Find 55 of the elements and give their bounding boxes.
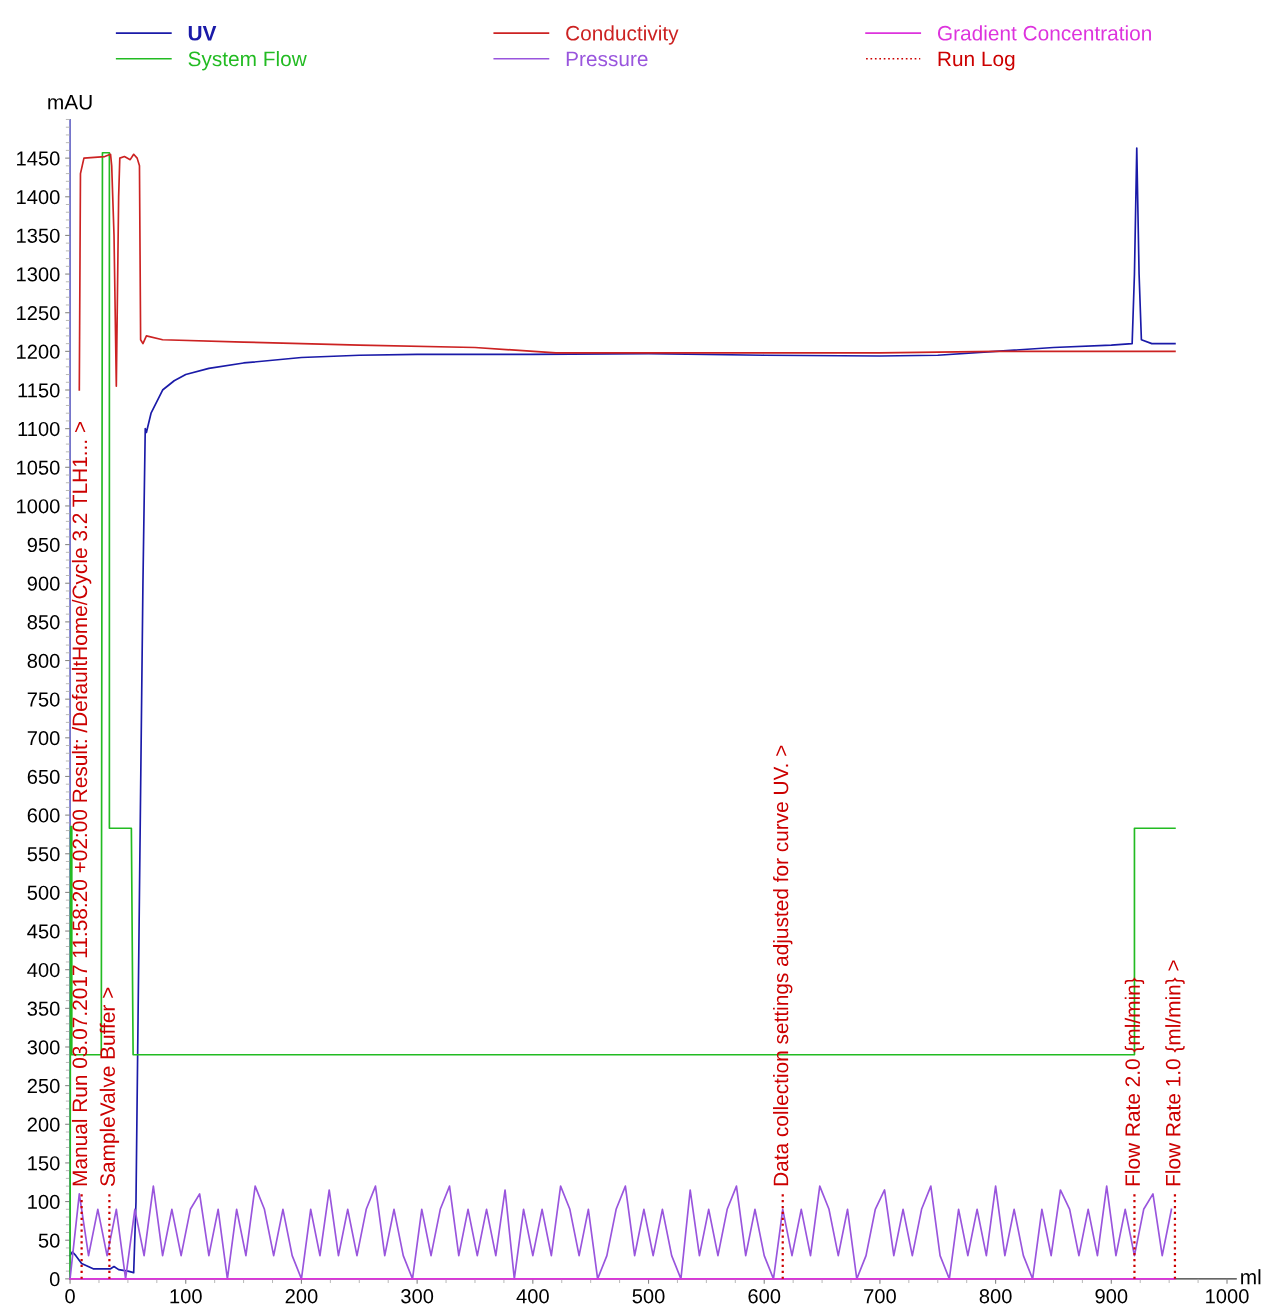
x-tick-label: 500 xyxy=(632,1289,665,1304)
y-tick-label: 350 xyxy=(27,1001,60,1016)
y-tick-label: 1450 xyxy=(17,151,60,166)
y-tick-label: 850 xyxy=(27,615,60,630)
x-tick-label: 300 xyxy=(401,1289,434,1304)
y-tick-label: 1300 xyxy=(17,267,60,282)
y-tick-label: 1000 xyxy=(17,499,60,514)
y-tick-label: 100 xyxy=(28,1194,60,1210)
y-tick-label: 300 xyxy=(27,1040,60,1055)
annotation: Manual Run 03.07.2017 11:58:20 +02:00 Result: /DefaultHome/Cycle 3.2 TLH1... > xyxy=(71,421,92,1186)
legend-label: System Flow xyxy=(188,50,307,71)
y-tick-label: 950 xyxy=(27,537,60,553)
legend-label: Gradient Concentration xyxy=(937,25,1151,41)
y-tick-label: 50 xyxy=(38,1233,60,1248)
y-tick-label: 1400 xyxy=(17,190,60,205)
x-tick-label: 400 xyxy=(516,1289,549,1304)
y-tick-label: 1150 xyxy=(18,383,60,398)
annotation: Flow Rate 1.0 {ml/min} > xyxy=(1165,960,1185,1186)
y-tick-label: 150 xyxy=(28,1156,60,1171)
x-tick-label: 800 xyxy=(979,1289,1012,1304)
legend-label: Pressure xyxy=(566,51,648,67)
y-tick-label: 650 xyxy=(27,769,60,784)
y-tick-label: 250 xyxy=(27,1078,60,1094)
x-tick-label: 600 xyxy=(748,1289,781,1304)
y-tick-label: 1100 xyxy=(18,421,60,437)
y-axis-title: mAU xyxy=(48,95,92,110)
x-axis-title: ml xyxy=(1241,1269,1261,1285)
annotation: SampleValve Buffer > xyxy=(99,987,120,1186)
y-tick-label: 750 xyxy=(27,692,60,707)
y-tick-label: 450 xyxy=(27,924,60,939)
y-tick-label: 1350 xyxy=(17,228,60,243)
y-tick-label: 600 xyxy=(27,808,60,823)
y-tick-label: 700 xyxy=(27,731,60,746)
y-tick-label: 200 xyxy=(27,1117,60,1132)
y-tick-label: 400 xyxy=(27,962,60,978)
x-tick-label: 700 xyxy=(864,1289,896,1304)
legend-label: Conductivity xyxy=(566,25,679,45)
y-tick-label: 1200 xyxy=(17,344,60,359)
annotation: Data collection settings adjusted for curve UV. > xyxy=(773,745,793,1186)
x-tick-label: 0 xyxy=(65,1289,75,1304)
y-tick-label: 1050 xyxy=(17,460,60,475)
y-tick-label: 800 xyxy=(27,653,60,669)
x-tick-label: 100 xyxy=(170,1289,202,1304)
y-tick-label: 500 xyxy=(27,885,60,900)
x-tick-label: 200 xyxy=(285,1289,318,1304)
legend-label: UV xyxy=(188,26,217,41)
y-tick-label: 1250 xyxy=(17,305,60,321)
annotation: Flow Rate 2.0 {ml/min} xyxy=(1124,977,1145,1186)
y-tick-label: 550 xyxy=(27,846,60,862)
x-tick-label: 1000 xyxy=(1206,1289,1249,1304)
y-tick-label: 0 xyxy=(49,1272,60,1287)
line-series xyxy=(78,153,1176,391)
x-tick-label: 900 xyxy=(1095,1289,1128,1304)
legend-label: Run Log xyxy=(938,51,1015,71)
y-tick-label: 900 xyxy=(27,576,60,591)
